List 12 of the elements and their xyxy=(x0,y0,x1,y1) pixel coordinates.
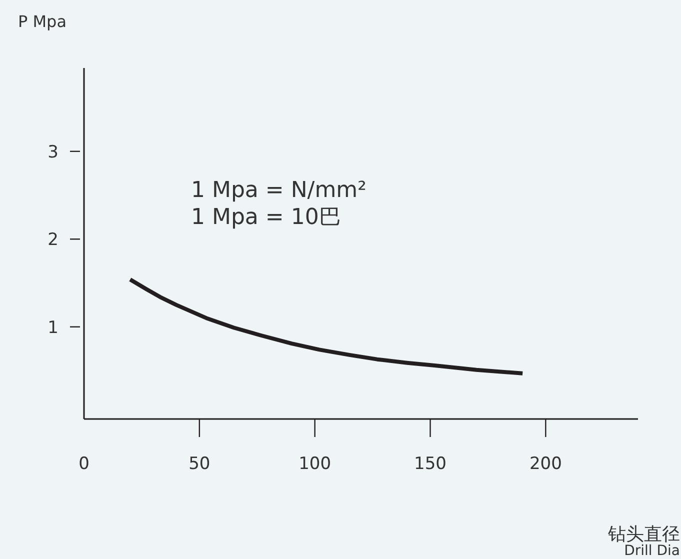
annotation: 1 Mpa = 10巴 xyxy=(191,205,341,230)
y-tick-label: 3 xyxy=(48,142,58,162)
y-tick-label: 1 xyxy=(48,318,58,338)
x-tick-label: 200 xyxy=(529,454,562,474)
annotation: 1 Mpa = N/mm² xyxy=(191,178,366,203)
x-tick-label: 150 xyxy=(414,454,446,474)
x-tick-label: 50 xyxy=(188,454,210,474)
x-tick-label: 0 xyxy=(78,454,90,474)
y-tick-label: 2 xyxy=(48,230,58,250)
x-tick-label: 100 xyxy=(298,454,332,474)
x-axis-title: 钻头直径 Drill Dia xyxy=(607,524,680,559)
y-axis-title: P Mpa xyxy=(18,12,66,31)
